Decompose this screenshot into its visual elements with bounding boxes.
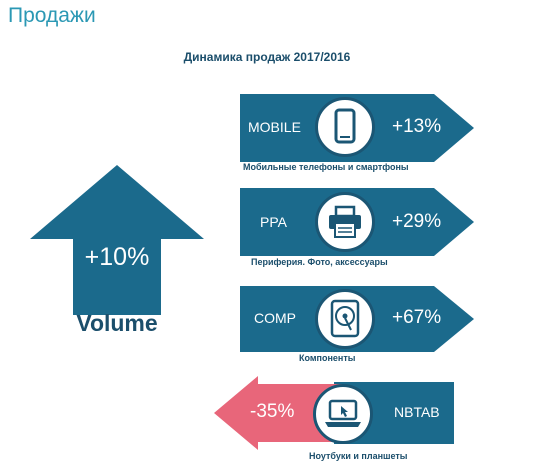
volume-change-value: +10% bbox=[84, 243, 150, 271]
mobile-code: MOBILE bbox=[248, 119, 301, 135]
comp-code: COMP bbox=[254, 310, 296, 326]
ppa-change: +29% bbox=[392, 211, 442, 232]
comp-caption: Компоненты bbox=[296, 353, 359, 363]
mobile-change: +13% bbox=[392, 116, 442, 137]
volume-up-arrow bbox=[30, 165, 204, 315]
laptop-icon bbox=[313, 384, 373, 444]
chart-subtitle: Динамика продаж 2017/2016 bbox=[183, 50, 351, 64]
ppa-caption: Периферия. Фото, аксессуары bbox=[248, 257, 391, 267]
comp-change: +67% bbox=[392, 307, 442, 328]
printer-icon bbox=[315, 192, 375, 252]
page-title: Продажи bbox=[8, 4, 96, 27]
nbtab-caption: Ноутбуки и планшеты bbox=[306, 451, 411, 461]
smartphone-icon bbox=[315, 97, 375, 157]
volume-label: Volume bbox=[76, 310, 158, 336]
ppa-code: PPA bbox=[260, 214, 287, 230]
nbtab-change: -35% bbox=[250, 401, 295, 422]
hard-drive-icon bbox=[315, 289, 375, 349]
mobile-caption: Мобильные телефоны и смартфоны bbox=[240, 162, 412, 172]
nbtab-code: NBTAB bbox=[394, 404, 440, 420]
